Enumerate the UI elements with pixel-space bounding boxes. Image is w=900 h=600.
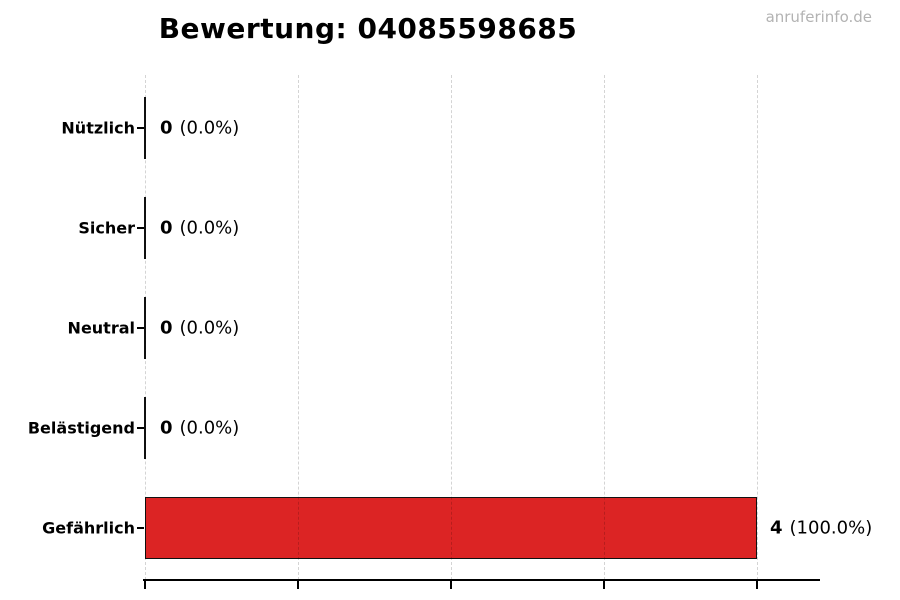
x-axis-line (143, 579, 820, 581)
value-percent: (100.0%) (789, 517, 873, 539)
value-label: 4 (100.0%) (770, 518, 872, 539)
x-axis-tick (450, 580, 452, 589)
value-count: 0 (160, 117, 173, 139)
value-percent: (0.0%) (179, 417, 240, 439)
bar (144, 297, 146, 359)
category-tick (137, 227, 144, 229)
category-label: Sicher (78, 218, 135, 238)
x-axis-tick (297, 580, 299, 589)
chart-title: Bewertung: 04085598685 (158, 12, 578, 45)
value-label: 0 (0.0%) (160, 218, 239, 239)
bar (144, 397, 146, 459)
category-label: Belästigend (27, 418, 135, 438)
category-tick (137, 427, 144, 429)
value-count: 0 (160, 417, 173, 439)
gridline (451, 75, 452, 580)
category-label: Nützlich (61, 118, 135, 138)
value-label: 0 (0.0%) (160, 318, 239, 339)
bar-row: Neutral 0 (0.0%) (0, 297, 900, 359)
value-count: 4 (770, 517, 783, 539)
value-percent: (0.0%) (179, 117, 240, 139)
value-count: 0 (160, 217, 173, 239)
category-label: Gefährlich (42, 518, 135, 538)
x-axis-tick (756, 580, 758, 589)
bar-row: Belästigend 0 (0.0%) (0, 397, 900, 459)
value-percent: (0.0%) (179, 317, 240, 339)
value-label: 0 (0.0%) (160, 118, 239, 139)
bar-row: Nützlich 0 (0.0%) (0, 97, 900, 159)
x-axis-tick (144, 580, 146, 589)
category-tick (137, 327, 144, 329)
bar-row: Sicher 0 (0.0%) (0, 197, 900, 259)
x-axis-tick (603, 580, 605, 589)
value-count: 0 (160, 317, 173, 339)
bar-row: Gefährlich 4 (100.0%) (0, 497, 900, 559)
watermark-text: anruferinfo.de (765, 8, 872, 26)
value-percent: (0.0%) (179, 217, 240, 239)
bar (144, 97, 146, 159)
gridline (604, 75, 605, 580)
category-tick (137, 527, 144, 529)
value-label: 0 (0.0%) (160, 418, 239, 439)
bar (145, 497, 757, 559)
category-label: Neutral (67, 318, 135, 338)
gridline (145, 75, 146, 580)
gridline (298, 75, 299, 580)
category-tick (137, 127, 144, 129)
bar (144, 197, 146, 259)
gridline (757, 75, 758, 580)
